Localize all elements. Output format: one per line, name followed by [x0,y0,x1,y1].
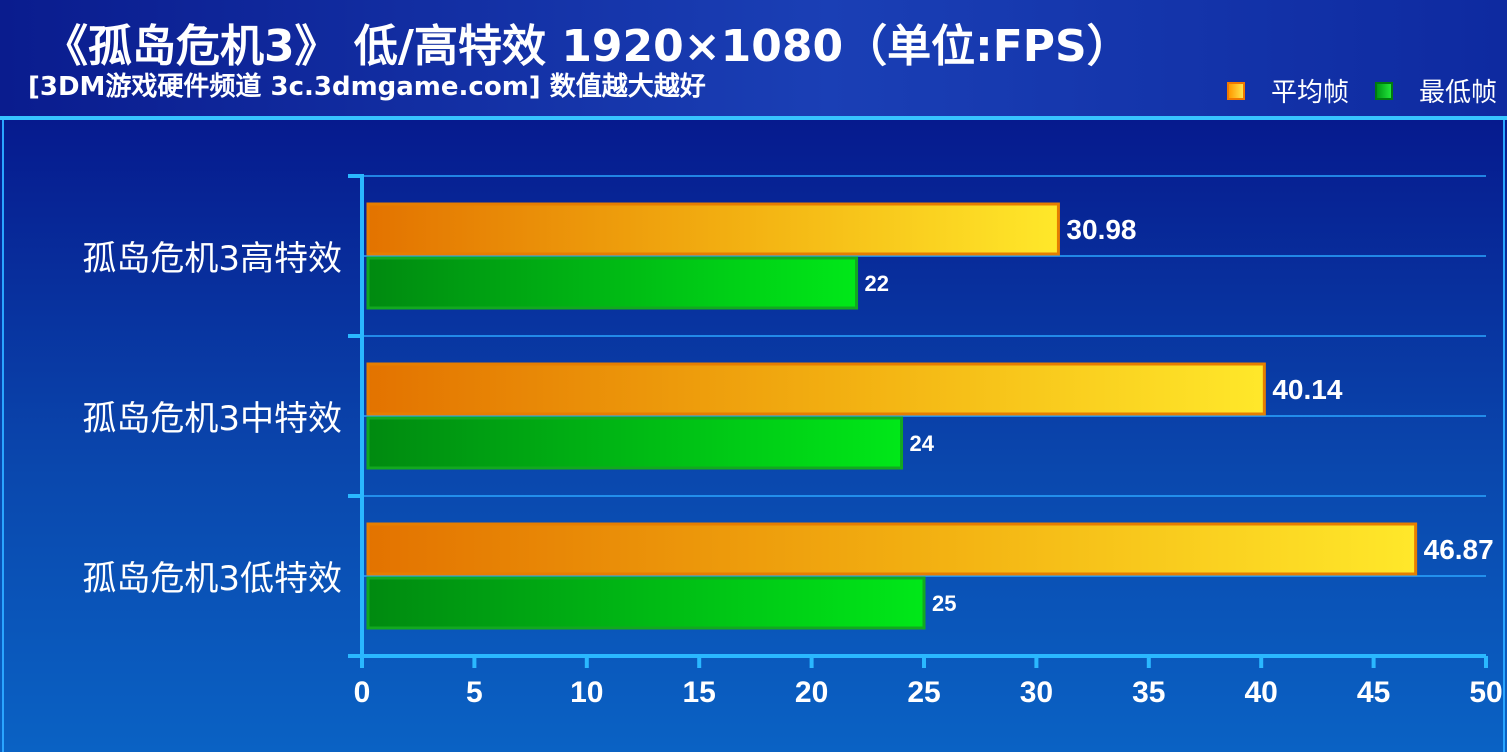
chart-header [0,0,1507,118]
bar-min-fps [366,256,859,310]
chart-legend: 平均帧 最低帧 [1201,72,1497,109]
data-label-min-fps: 25 [932,591,956,616]
x-tick-label: 10 [570,676,603,709]
data-label-avg-fps: 30.98 [1066,214,1136,245]
chart-subtitle: [3DM游戏硬件频道 3c.3dmgame.com] 数值越大越好 [28,72,706,102]
orange-square-icon [1226,81,1245,100]
chart-title: 《孤岛危机3》 低/高特效 1920×1080（单位:FPS） [44,21,1131,72]
data-label-avg-fps: 46.87 [1424,534,1494,565]
bar-avg-fps [366,202,1060,256]
x-tick-label: 40 [1245,676,1278,709]
plot-frame [2,120,1505,752]
x-tick-label: 15 [683,676,716,709]
data-label-min-fps: 22 [865,271,889,296]
category-label: 孤岛危机3中特效 [82,399,342,439]
header-divider [0,116,1507,120]
x-tick-label: 30 [1020,676,1053,709]
data-label-avg-fps: 40.14 [1272,374,1342,405]
bar-avg-fps [366,362,1266,416]
green-square-icon [1374,81,1393,100]
x-tick-label: 45 [1357,676,1390,709]
x-tick-label: 50 [1469,676,1502,709]
data-label-min-fps: 24 [910,431,935,456]
legend-item-min: 最低帧 [1374,72,1497,109]
x-tick-label: 25 [907,676,940,709]
legend-label-avg: 平均帧 [1270,78,1349,108]
legend-item-avg: 平均帧 [1226,72,1349,109]
legend-label-min: 最低帧 [1418,78,1497,108]
x-tick-label: 35 [1132,676,1165,709]
bar-avg-fps [366,522,1418,576]
bar-min-fps [366,576,926,630]
x-tick-label: 5 [466,676,483,709]
bar-min-fps [366,416,904,470]
category-label: 孤岛危机3低特效 [82,559,342,599]
x-tick-label: 0 [354,676,371,709]
x-tick-label: 20 [795,676,828,709]
category-label: 孤岛危机3高特效 [82,239,342,279]
